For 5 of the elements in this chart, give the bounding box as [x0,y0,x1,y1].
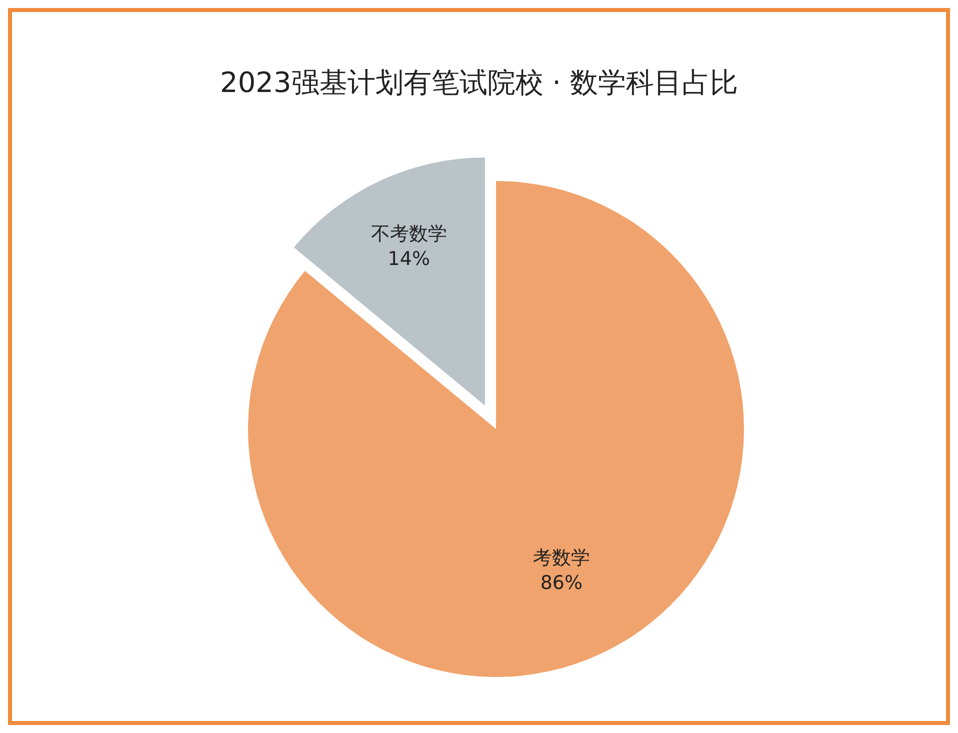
slice-label: 考数学 [532,547,590,570]
data-label: 14% [388,248,430,270]
data-label: 86% [540,572,583,594]
slice-label: 不考数学 [370,222,447,245]
chart-title: 2023强基计划有笔试院校 · 数学科目占比 [219,65,739,101]
